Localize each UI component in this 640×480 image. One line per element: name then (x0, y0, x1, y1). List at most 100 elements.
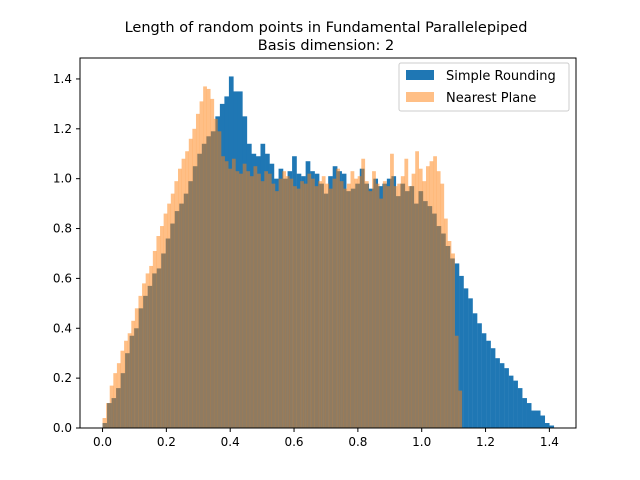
histogram-bar-simple-rounding (526, 403, 532, 428)
histogram-bar-nearest-plane (131, 320, 136, 428)
histogram-bar-simple-rounding (535, 410, 541, 428)
histogram-bar-nearest-plane (206, 88, 211, 429)
histogram-bar-nearest-plane (411, 173, 416, 428)
histogram-bar-simple-rounding (477, 323, 482, 428)
histogram-bar-nearest-plane (170, 193, 175, 428)
histogram-bar-nearest-plane (116, 363, 121, 428)
histogram-bar-nearest-plane (113, 373, 118, 428)
histogram-bar-simple-rounding (468, 298, 473, 428)
y-tick-label: 1.2 (53, 122, 72, 136)
histogram-bar-simple-rounding (522, 398, 527, 428)
histogram-bar-nearest-plane (253, 166, 258, 428)
histogram-bar-nearest-plane (160, 226, 164, 428)
histogram-bar-nearest-plane (436, 171, 441, 428)
histogram-bar-simple-rounding (481, 333, 487, 428)
x-axis: 0.0 0.2 0.4 0.6 0.8 1.0 1.2 1.4 (93, 428, 559, 449)
histogram-bar-nearest-plane (357, 176, 362, 428)
histogram-bar-simple-rounding (463, 288, 469, 428)
histogram-bar-nearest-plane (249, 176, 254, 428)
histogram-bar-simple-rounding (504, 368, 509, 428)
histogram-bar-nearest-plane (321, 176, 326, 428)
histogram-bar-nearest-plane (458, 390, 463, 428)
x-tick-label: 0.6 (284, 435, 303, 449)
histogram-bar-nearest-plane (415, 151, 419, 428)
histogram-bar-nearest-plane (404, 158, 409, 429)
histogram-bar-simple-rounding (517, 388, 523, 428)
histogram-bar-nearest-plane (390, 153, 394, 429)
histogram-bar-simple-rounding (549, 425, 555, 428)
histogram-bar-nearest-plane (318, 181, 322, 428)
histogram-bar-nearest-plane (289, 178, 294, 428)
histogram-bar-nearest-plane (443, 218, 448, 428)
x-tick-label: 1.0 (412, 435, 431, 449)
histogram-bar-nearest-plane (195, 113, 200, 428)
histogram-bar-nearest-plane (185, 151, 189, 428)
histogram-bar-nearest-plane (181, 158, 186, 429)
histogram-bar-nearest-plane (393, 186, 398, 428)
histogram-bar-simple-rounding (531, 410, 536, 428)
histogram-bar-nearest-plane (451, 253, 455, 428)
histogram-bar-nearest-plane (310, 178, 315, 428)
histogram-bar-nearest-plane (375, 183, 380, 428)
histogram-bar-nearest-plane (440, 183, 445, 428)
histogram-bar-nearest-plane (278, 178, 283, 428)
histogram-bar-simple-rounding (490, 348, 496, 428)
histogram-bar-nearest-plane (156, 236, 161, 428)
histogram-bar-simple-rounding (499, 363, 505, 428)
histogram-bar-nearest-plane (134, 308, 139, 428)
plot-frame (79, 57, 577, 429)
legend-label-simple-rounding: Simple Rounding (446, 69, 556, 84)
histogram-bar-nearest-plane (372, 171, 376, 428)
histogram-bar-nearest-plane (102, 418, 107, 428)
y-axis: 0.0 0.2 0.4 0.6 0.8 1.0 1.2 1.4 (53, 72, 80, 435)
histogram-bar-nearest-plane (260, 181, 265, 428)
bars-nearest-plane (102, 86, 463, 429)
histogram-bar-nearest-plane (282, 171, 287, 428)
x-tick-label: 1.4 (540, 435, 559, 449)
histogram-bar-nearest-plane (271, 183, 276, 428)
legend-swatch-nearest-plane (406, 92, 434, 102)
histogram-bar-nearest-plane (264, 171, 269, 428)
histogram-bar-simple-rounding (472, 313, 478, 428)
histogram-bar-nearest-plane (213, 118, 218, 428)
histogram-bar-simple-rounding (513, 380, 518, 428)
histogram-bar-nearest-plane (382, 181, 387, 428)
histogram-bar-nearest-plane (188, 138, 193, 428)
histogram-bar-nearest-plane (120, 350, 125, 428)
y-tick-label: 1.4 (53, 72, 72, 86)
histogram-bar-nearest-plane (325, 183, 330, 428)
histogram-bar-nearest-plane (138, 295, 143, 428)
histogram-bar-simple-rounding (459, 275, 464, 428)
histogram-bar-nearest-plane (231, 158, 236, 429)
histogram-bar-nearest-plane (149, 265, 154, 428)
y-tick-label: 0.0 (53, 421, 72, 435)
x-tick-label: 0.4 (221, 435, 240, 449)
histogram-bar-nearest-plane (275, 191, 279, 428)
histogram-bar-nearest-plane (163, 213, 168, 428)
histogram-bar-nearest-plane (433, 156, 437, 429)
histogram-bar-simple-rounding (495, 358, 500, 428)
histogram-bar-nearest-plane (307, 173, 312, 428)
histogram-bar-nearest-plane (346, 183, 351, 428)
histogram-bar-nearest-plane (343, 188, 348, 428)
histogram-bar-nearest-plane (178, 168, 182, 428)
y-tick-label: 0.6 (53, 271, 72, 285)
histogram-bar-nearest-plane (224, 161, 229, 428)
histogram-bar-nearest-plane (285, 176, 290, 428)
histogram-bar-nearest-plane (242, 163, 247, 428)
histogram-bar-nearest-plane (368, 191, 373, 428)
histogram-bar-nearest-plane (246, 171, 251, 428)
legend-label-nearest-plane: Nearest Plane (446, 91, 536, 106)
x-tick-label: 0.2 (157, 435, 176, 449)
y-tick-label: 0.2 (53, 371, 72, 385)
legend: Simple Rounding Nearest Plane (398, 62, 570, 112)
histogram-bar-nearest-plane (228, 168, 233, 428)
histogram-bar-nearest-plane (354, 178, 358, 428)
histogram-bar-nearest-plane (350, 171, 355, 428)
histogram-bar-nearest-plane (203, 86, 207, 429)
histogram-bar-nearest-plane (454, 335, 459, 428)
chart-title: Length of random points in Fundamental P… (125, 20, 528, 36)
histogram-bar-nearest-plane (400, 176, 405, 428)
histogram-bar-nearest-plane (145, 273, 150, 428)
